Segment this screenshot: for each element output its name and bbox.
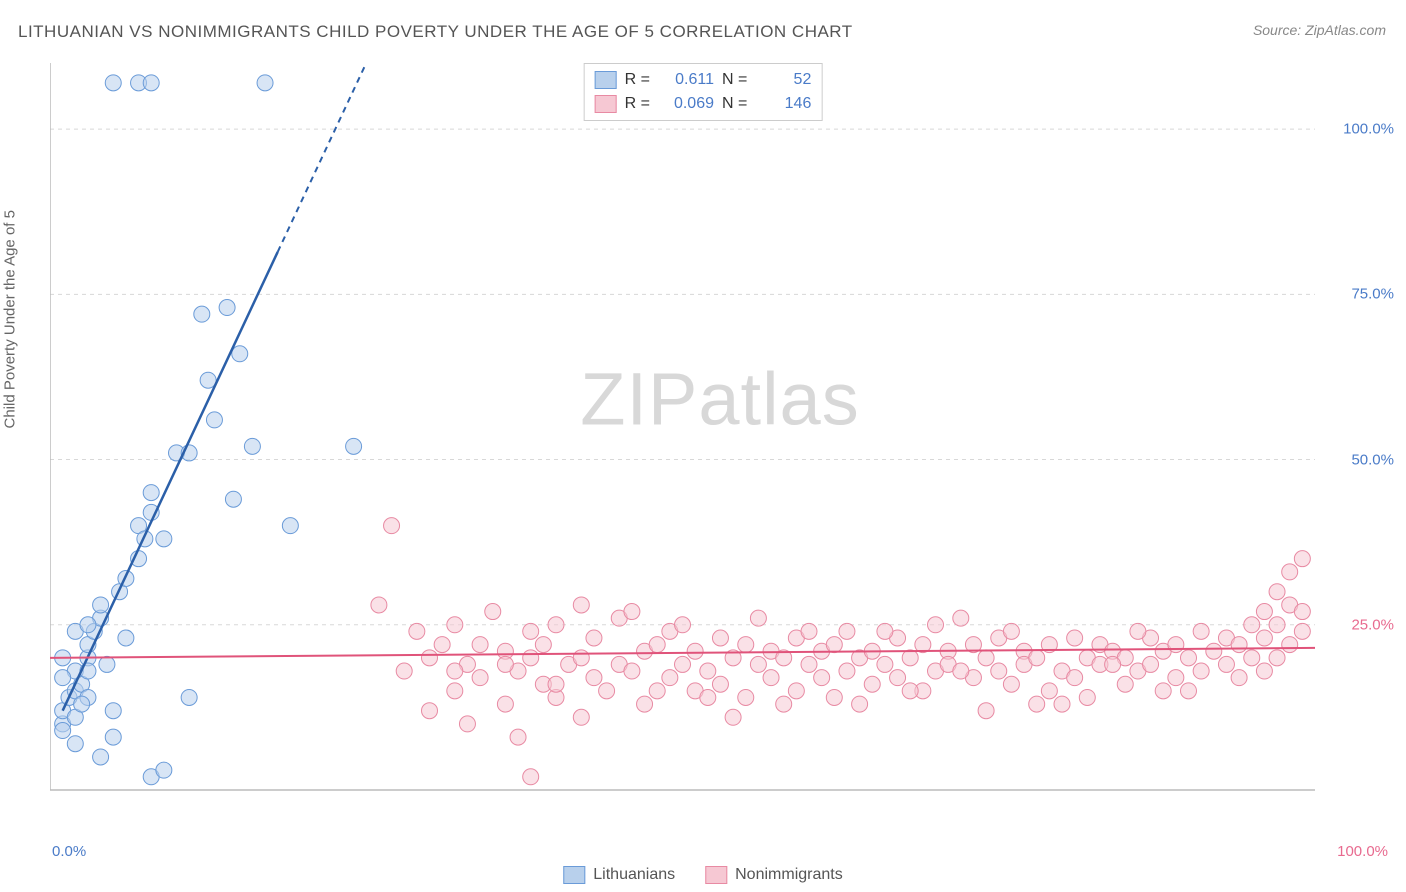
correlation-legend: R = 0.611 N = 52 R = 0.069 N = 146 (584, 63, 823, 121)
legend-label-lithuanians: Lithuanians (593, 866, 675, 884)
source-attribution: Source: ZipAtlas.com (1253, 22, 1386, 38)
x-axis-max: 100.0% (1337, 843, 1388, 860)
legend-item-lithuanians: Lithuanians (563, 866, 675, 884)
y-tick-label: 100.0% (1343, 121, 1394, 138)
y-tick-label: 25.0% (1351, 616, 1394, 633)
legend-row-lithuanians: R = 0.611 N = 52 (595, 68, 812, 92)
scatter-plot-svg (50, 60, 1390, 830)
chart-plot-area: ZIPatlas (50, 60, 1390, 830)
y-tick-label: 75.0% (1351, 286, 1394, 303)
x-axis-min: 0.0% (52, 843, 86, 860)
r-label: R = (625, 92, 650, 116)
legend-item-nonimmigrants: Nonimmigrants (705, 866, 843, 884)
swatch-lithuanians (595, 71, 617, 89)
n-value-nonimmigrants: 146 (755, 92, 811, 116)
chart-title: LITHUANIAN VS NONIMMIGRANTS CHILD POVERT… (18, 22, 853, 42)
n-value-lithuanians: 52 (755, 68, 811, 92)
r-value-nonimmigrants: 0.069 (658, 92, 714, 116)
n-label: N = (722, 92, 747, 116)
r-label: R = (625, 68, 650, 92)
legend-row-nonimmigrants: R = 0.069 N = 146 (595, 92, 812, 116)
swatch-lithuanians-bottom (563, 866, 585, 884)
y-tick-label: 50.0% (1351, 451, 1394, 468)
series-legend: Lithuanians Nonimmigrants (563, 866, 842, 884)
y-axis-label: Child Poverty Under the Age of 5 (2, 210, 19, 428)
r-value-lithuanians: 0.611 (658, 68, 714, 92)
n-label: N = (722, 68, 747, 92)
legend-label-nonimmigrants: Nonimmigrants (735, 866, 843, 884)
swatch-nonimmigrants (595, 95, 617, 113)
swatch-nonimmigrants-bottom (705, 866, 727, 884)
